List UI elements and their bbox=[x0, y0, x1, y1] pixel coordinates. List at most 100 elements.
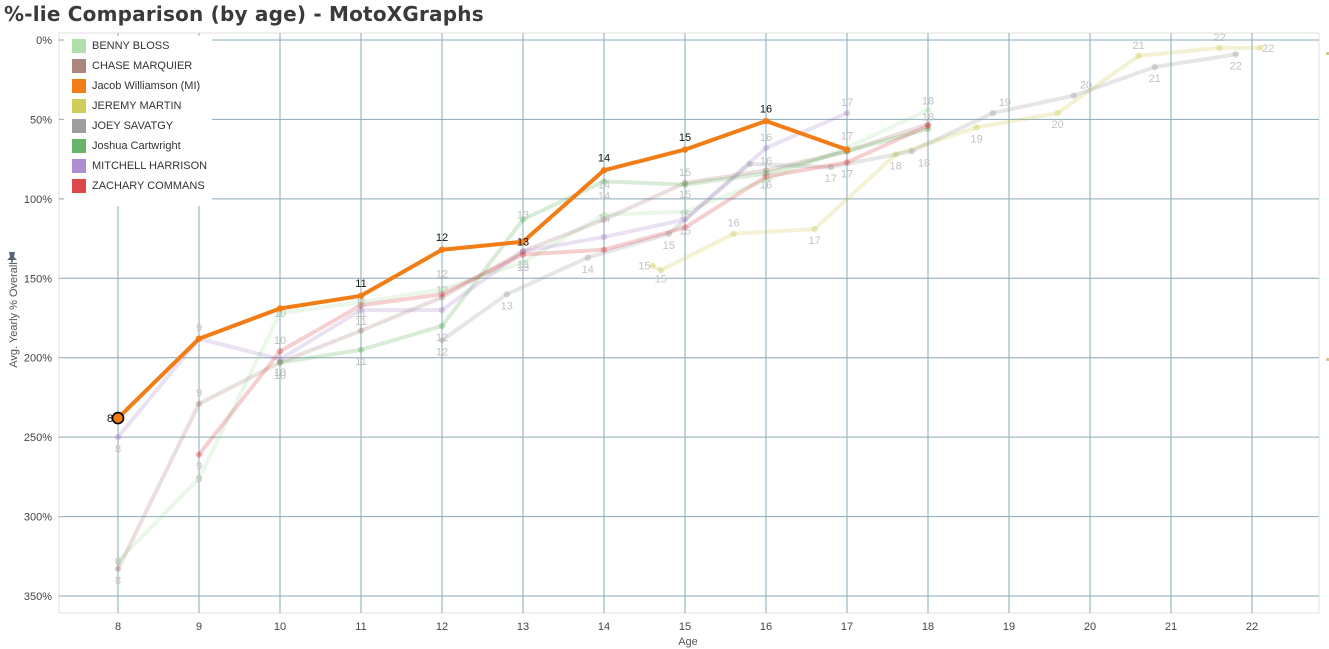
legend-item[interactable]: Joshua Cartwright bbox=[64, 136, 212, 156]
data-point[interactable] bbox=[357, 306, 365, 314]
x-tick-label: 22 bbox=[1246, 621, 1258, 633]
point-label: 11 bbox=[355, 316, 366, 328]
data-point[interactable] bbox=[438, 286, 446, 293]
data-point[interactable] bbox=[438, 246, 446, 253]
data-point[interactable] bbox=[762, 173, 770, 180]
data-point[interactable] bbox=[519, 248, 527, 255]
data-point[interactable] bbox=[600, 167, 608, 174]
data-point[interactable] bbox=[924, 120, 932, 128]
data-point[interactable] bbox=[657, 267, 664, 274]
data-point[interactable] bbox=[600, 211, 608, 218]
point-label: 12 bbox=[436, 269, 448, 281]
data-point[interactable] bbox=[195, 475, 203, 482]
data-point[interactable] bbox=[1070, 92, 1078, 99]
data-point[interactable] bbox=[762, 176, 770, 183]
data-point[interactable] bbox=[1135, 52, 1142, 60]
data-point[interactable] bbox=[681, 208, 689, 215]
series-line[interactable] bbox=[440, 52, 1238, 343]
data-point[interactable] bbox=[892, 151, 899, 158]
data-point[interactable] bbox=[908, 148, 915, 155]
data-point[interactable] bbox=[989, 109, 996, 117]
legend-item[interactable]: Jacob Williamson (MI) bbox=[64, 76, 212, 96]
data-point[interactable] bbox=[681, 146, 689, 153]
data-point[interactable] bbox=[843, 146, 851, 153]
data-point[interactable] bbox=[600, 246, 608, 253]
legend-item[interactable]: MITCHELL HARRISON bbox=[64, 156, 212, 176]
series-line[interactable] bbox=[116, 111, 849, 440]
data-point[interactable] bbox=[1054, 109, 1061, 117]
legend-item[interactable]: BENNY BLOSS bbox=[64, 36, 212, 56]
data-point[interactable] bbox=[503, 290, 510, 298]
legend-item[interactable]: CHASE MARQUIER bbox=[64, 56, 212, 76]
data-point[interactable] bbox=[762, 167, 770, 174]
data-point[interactable] bbox=[681, 179, 689, 187]
series-line[interactable] bbox=[650, 45, 1263, 273]
series-line[interactable] bbox=[197, 123, 930, 457]
data-point[interactable] bbox=[276, 305, 284, 312]
data-point[interactable] bbox=[681, 216, 689, 223]
data-point[interactable] bbox=[681, 224, 689, 231]
data-point[interactable] bbox=[973, 124, 980, 131]
data-point[interactable] bbox=[1232, 51, 1240, 58]
series-line[interactable] bbox=[278, 127, 930, 365]
data-point[interactable] bbox=[1151, 63, 1159, 71]
data-point[interactable] bbox=[357, 292, 365, 299]
data-point[interactable] bbox=[276, 356, 284, 363]
point-label: 15 bbox=[638, 261, 650, 273]
legend-item[interactable]: JEREMY MARTIN bbox=[64, 96, 212, 116]
data-point[interactable] bbox=[114, 557, 122, 565]
data-point[interactable] bbox=[1216, 44, 1223, 52]
data-point[interactable] bbox=[519, 259, 527, 266]
data-point[interactable] bbox=[649, 262, 656, 269]
series-line[interactable] bbox=[116, 107, 930, 564]
data-point[interactable] bbox=[924, 125, 932, 133]
series-line[interactable] bbox=[116, 122, 930, 571]
data-point[interactable] bbox=[438, 337, 446, 344]
data-point[interactable] bbox=[195, 335, 203, 342]
data-point[interactable] bbox=[827, 163, 834, 171]
data-point[interactable] bbox=[600, 233, 608, 241]
data-point[interactable] bbox=[600, 216, 608, 223]
series-line[interactable] bbox=[116, 119, 849, 421]
data-point[interactable] bbox=[924, 122, 932, 129]
data-point[interactable] bbox=[357, 298, 365, 306]
pin-icon[interactable] bbox=[6, 251, 18, 265]
data-point[interactable] bbox=[843, 159, 851, 166]
data-point[interactable] bbox=[762, 144, 770, 152]
data-point[interactable] bbox=[584, 254, 591, 261]
data-point[interactable] bbox=[111, 411, 125, 425]
data-point[interactable] bbox=[276, 348, 284, 355]
data-point[interactable] bbox=[519, 251, 527, 258]
data-point[interactable] bbox=[519, 248, 527, 255]
data-point[interactable] bbox=[276, 359, 284, 366]
data-point[interactable] bbox=[811, 225, 818, 233]
data-point[interactable] bbox=[114, 565, 122, 573]
data-point[interactable] bbox=[730, 230, 737, 238]
data-point[interactable] bbox=[276, 359, 284, 366]
data-point[interactable] bbox=[762, 117, 770, 125]
data-point[interactable] bbox=[746, 160, 753, 168]
data-point[interactable] bbox=[438, 294, 446, 301]
data-point[interactable] bbox=[276, 310, 284, 317]
legend-item[interactable]: ZACHARY COMMANS bbox=[64, 176, 212, 196]
data-point[interactable] bbox=[195, 451, 203, 458]
data-point[interactable] bbox=[438, 322, 446, 330]
data-point[interactable] bbox=[519, 216, 527, 223]
legend-item[interactable]: JOEY SAVATGY bbox=[64, 116, 212, 136]
data-point[interactable] bbox=[1256, 44, 1264, 52]
data-point[interactable] bbox=[762, 170, 770, 177]
data-point[interactable] bbox=[843, 109, 851, 117]
data-point[interactable] bbox=[357, 346, 365, 353]
data-point[interactable] bbox=[438, 290, 446, 298]
data-point[interactable] bbox=[924, 106, 932, 114]
legend-swatch bbox=[72, 59, 86, 73]
data-point[interactable] bbox=[519, 238, 527, 245]
data-point[interactable] bbox=[438, 306, 446, 314]
data-point[interactable] bbox=[357, 302, 365, 309]
data-point[interactable] bbox=[600, 178, 608, 185]
data-point[interactable] bbox=[195, 400, 203, 407]
data-point[interactable] bbox=[681, 181, 689, 188]
data-point[interactable] bbox=[665, 230, 672, 238]
data-point[interactable] bbox=[114, 433, 122, 441]
data-point[interactable] bbox=[357, 327, 365, 334]
